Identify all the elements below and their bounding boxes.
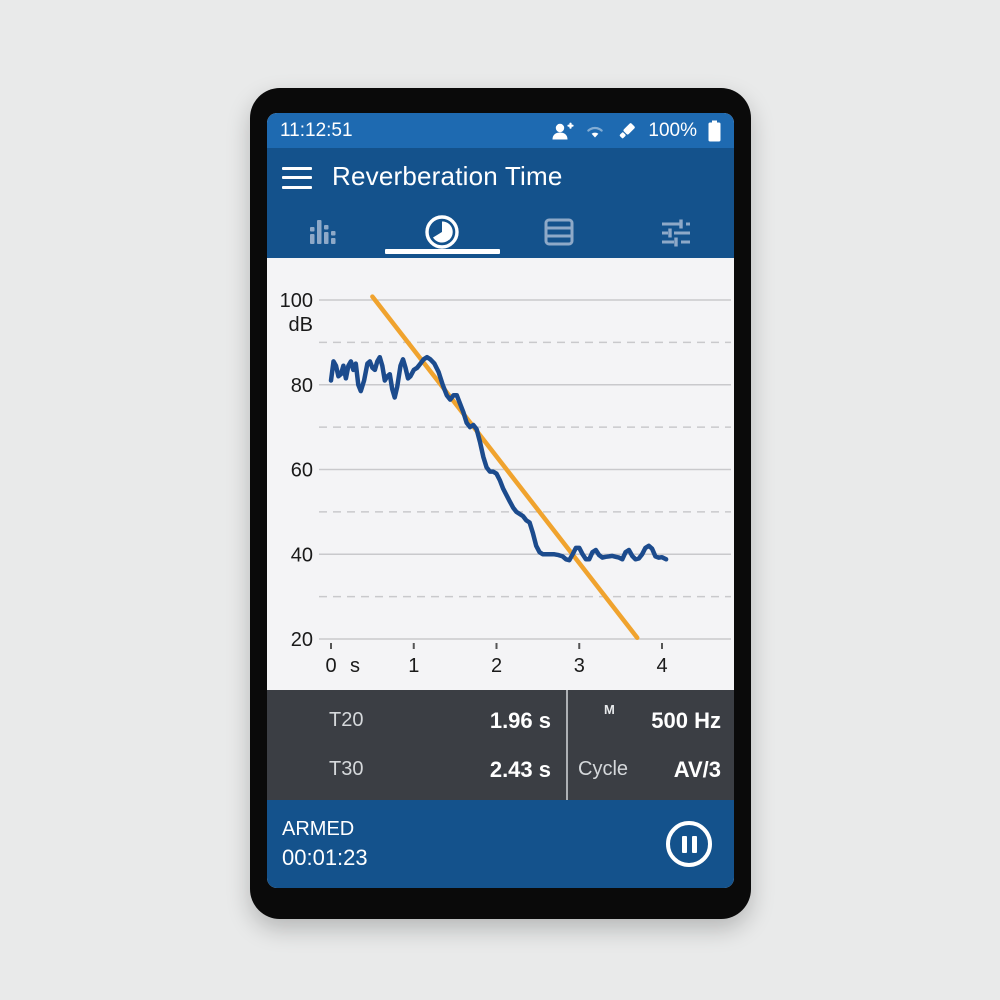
page-title: Reverberation Time bbox=[332, 161, 563, 191]
svg-text:dB: dB bbox=[289, 314, 313, 336]
svg-text:60: 60 bbox=[291, 460, 313, 482]
usb-stick-icon bbox=[616, 120, 638, 142]
t20-label: T20 bbox=[329, 709, 364, 731]
t30-label: T30 bbox=[329, 758, 364, 780]
pause-icon bbox=[691, 835, 697, 853]
pause-button[interactable] bbox=[666, 821, 712, 867]
tab-bar bbox=[267, 205, 734, 258]
svg-text:0: 0 bbox=[325, 655, 336, 677]
armed-status-text: ARMED bbox=[282, 817, 355, 840]
t30-value: 2.43 s bbox=[489, 756, 551, 782]
svg-text:1: 1 bbox=[408, 655, 419, 677]
t20-value: 1.96 s bbox=[489, 707, 551, 733]
t20-row: T20 1.96 s bbox=[267, 696, 566, 745]
cycle-selector[interactable]: Cycle AV/3 bbox=[568, 745, 734, 794]
svg-text:100: 100 bbox=[280, 290, 313, 312]
svg-text:4: 4 bbox=[656, 655, 667, 677]
band-frequency: 500 Hz bbox=[651, 707, 721, 733]
svg-text:2: 2 bbox=[491, 655, 502, 677]
rt-decay-chart: 100 80 60 40 20 dB 0 1 2 3 4 s bbox=[267, 258, 734, 690]
active-tab-underline bbox=[384, 249, 500, 254]
tab-decay-time[interactable] bbox=[384, 205, 501, 258]
phone-frame: 11:12:51 bbox=[250, 88, 751, 919]
svg-text:s: s bbox=[350, 655, 360, 677]
hamburger-menu-icon[interactable] bbox=[282, 166, 312, 189]
battery-icon bbox=[708, 120, 721, 142]
results-divider bbox=[566, 690, 568, 800]
svg-text:20: 20 bbox=[291, 629, 313, 651]
svg-text:3: 3 bbox=[574, 655, 585, 677]
tab-settings[interactable] bbox=[617, 205, 734, 258]
svg-text:80: 80 bbox=[291, 375, 313, 397]
app-screen: 11:12:51 bbox=[267, 113, 734, 888]
cycle-label: Cycle bbox=[578, 758, 629, 780]
measurement-footer: ARMED 00:01:23 bbox=[267, 800, 734, 888]
rta-bars-icon bbox=[305, 214, 345, 250]
clock-pie-icon bbox=[422, 212, 462, 252]
elapsed-time-text: 00:01:23 bbox=[282, 844, 368, 870]
band-marker: M bbox=[604, 702, 615, 717]
person-add-icon bbox=[550, 120, 574, 142]
cycle-value: AV/3 bbox=[673, 756, 721, 782]
status-bar: 11:12:51 bbox=[267, 113, 734, 148]
tab-spectrum[interactable] bbox=[267, 205, 384, 258]
tune-sliders-icon bbox=[656, 214, 696, 250]
svg-text:40: 40 bbox=[291, 544, 313, 566]
t30-row: T30 2.43 s bbox=[267, 745, 566, 794]
tab-results-table[interactable] bbox=[501, 205, 618, 258]
clock-text: 11:12:51 bbox=[280, 119, 353, 141]
band-cycle: M 500 Hz Cycle AV/3 bbox=[568, 690, 734, 800]
battery-percent-text: 100% bbox=[648, 119, 697, 141]
table-rows-icon bbox=[540, 214, 578, 250]
results-panel: T20 1.96 s T30 2.43 s M 500 Hz Cycle AV/… bbox=[267, 690, 734, 800]
pause-icon bbox=[681, 835, 687, 853]
wifi-icon bbox=[585, 122, 605, 140]
band-selector[interactable]: M 500 Hz bbox=[568, 696, 734, 745]
rt-values: T20 1.96 s T30 2.43 s bbox=[267, 690, 566, 800]
title-bar: Reverberation Time bbox=[267, 148, 734, 205]
